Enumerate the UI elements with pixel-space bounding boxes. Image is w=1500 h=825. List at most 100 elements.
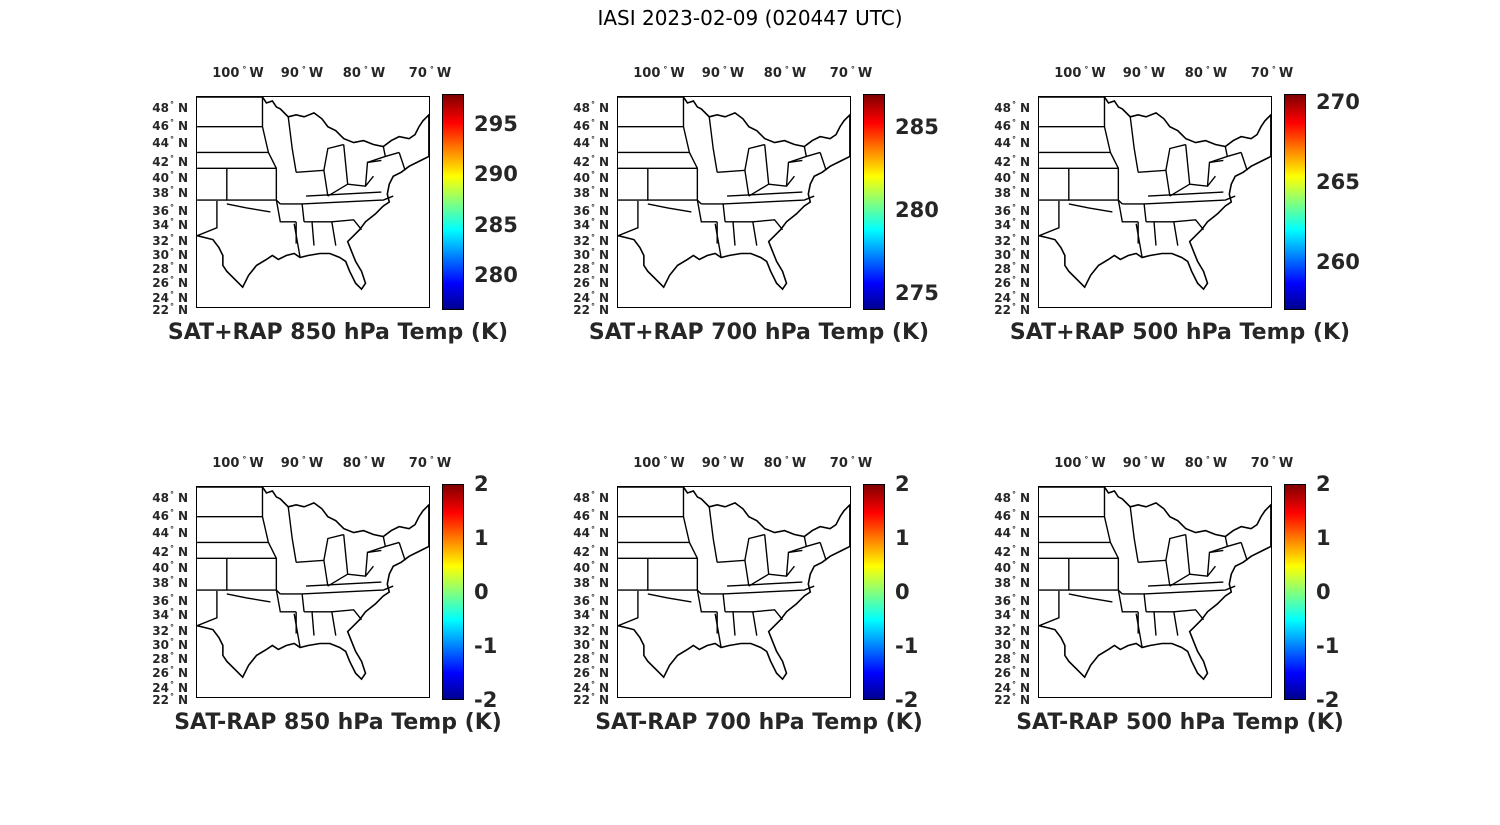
state-boundary-line [275, 199, 297, 223]
latitude-tick-label: 40° N [152, 170, 188, 185]
state-boundary-line [819, 542, 827, 561]
latitude-tick-label: 44° N [573, 525, 609, 540]
longitude-tick-label: 80 ° W [342, 455, 386, 471]
latitude-tick-label: 30° N [573, 637, 609, 652]
state-boundary-line [727, 581, 803, 587]
latitude-tick-label: 26° N [152, 665, 188, 680]
latitude-tick-label: 24° N [152, 680, 188, 695]
state-boundary-line [1148, 191, 1224, 197]
colorbar-tick-label: 280 [895, 198, 939, 223]
state-boundary-line [1189, 565, 1216, 577]
state-boundary-line [197, 591, 218, 627]
map-panel: 100 ° W 90 ° W 80 ° W 70 ° W 48° N 46° N 44° N 42° N 40° N 38°… [128, 54, 548, 345]
state-boundary-line [226, 203, 271, 213]
colorbar-tick-label: 285 [474, 212, 518, 237]
latitude-tick-label: 34° N [573, 217, 609, 232]
latitude-tick-label: 40° N [573, 560, 609, 575]
latitude-tick-label: 44° N [152, 525, 188, 540]
state-boundary-line [312, 221, 337, 246]
latitude-tick-label: 22° N [152, 692, 188, 707]
state-boundary-line [1068, 203, 1113, 213]
map-panel: 100 ° W 90 ° W 80 ° W 70 ° W 48° N 46° N 44° N 42° N 40° N 38°… [970, 444, 1390, 735]
state-boundary-line [768, 175, 795, 187]
latitude-tick-label: 46° N [573, 508, 609, 523]
latitude-tick-label: 38° N [152, 185, 188, 200]
latitude-tick-label: 38° N [994, 185, 1030, 200]
state-boundary-line [723, 585, 815, 595]
coastline-outline [1039, 97, 1271, 291]
latitude-tick-label: 24° N [573, 680, 609, 695]
figure-title: IASI 2023-02-09 (020447 UTC) [597, 6, 903, 30]
latitude-tick-label: 34° N [152, 217, 188, 232]
state-boundary-line [647, 167, 699, 201]
state-boundary-line [331, 609, 363, 621]
map-area [617, 486, 851, 698]
state-boundary-line [382, 146, 386, 157]
state-boundary-line [803, 536, 807, 547]
latitude-tick-label: 44° N [152, 135, 188, 150]
longitude-tick-label: 90 ° W [701, 65, 745, 81]
state-boundary-line [1144, 585, 1236, 595]
latitude-tick-label: 44° N [994, 135, 1030, 150]
latitude-tick-label: 42° N [152, 544, 188, 559]
colorbar-tick-label: 0 [895, 580, 910, 604]
state-boundaries [1039, 97, 1271, 291]
colorbar-tick-label: -1 [1316, 634, 1340, 658]
state-boundary-line [1154, 221, 1179, 246]
state-boundaries [197, 97, 429, 291]
state-boundary-line [752, 609, 784, 621]
latitude-tick-label: 40° N [152, 560, 188, 575]
longitude-tick-label: 100 ° W [633, 455, 685, 471]
state-boundary-line [748, 144, 770, 197]
colorbar-tick-label: 1 [474, 526, 489, 550]
state-boundary-line [803, 146, 807, 157]
latitude-tick-label: 22° N [573, 692, 609, 707]
map-area [1038, 486, 1272, 698]
colorbar-tick-label: 0 [474, 580, 489, 604]
state-boundaries [618, 487, 850, 681]
state-boundary-line [768, 565, 795, 577]
latitude-tick-label: 46° N [152, 508, 188, 523]
coastline-outline [618, 97, 850, 291]
state-boundary-line [327, 534, 349, 587]
latitude-tick-label: 48° N [994, 490, 1030, 505]
state-boundary-line [819, 152, 827, 171]
state-boundary-line [1122, 593, 1147, 612]
state-boundary-line [226, 557, 278, 591]
state-boundary-line [287, 506, 297, 563]
latitude-tick-label: 24° N [994, 680, 1030, 695]
map-panel: 100 ° W 90 ° W 80 ° W 70 ° W 48° N 46° N 44° N 42° N 40° N 38°… [128, 444, 548, 735]
state-boundary-line [1135, 223, 1143, 258]
state-boundary-line [788, 151, 821, 164]
latitude-tick-label: 48° N [152, 100, 188, 115]
longitude-tick-label: 100 ° W [633, 65, 685, 81]
latitude-tick-label: 30° N [152, 247, 188, 262]
state-boundary-line [788, 541, 821, 554]
colorbar-tick-label: 0 [1316, 580, 1331, 604]
state-boundary-line [1165, 533, 1186, 561]
longitude-tick-label: 100 ° W [1054, 455, 1106, 471]
state-boundary-line [723, 195, 815, 205]
longitude-tick-label: 70 ° W [1250, 455, 1294, 471]
state-boundary-line [1138, 169, 1171, 197]
latitude-tick-label: 36° N [994, 593, 1030, 608]
state-boundary-line [312, 611, 337, 636]
latitude-tick-label: 46° N [573, 118, 609, 133]
colorbar-tick-label: 1 [1316, 526, 1331, 550]
panel-title: SAT-RAP 500 hPa Temp (K) [1016, 710, 1344, 735]
map-panel: 100 ° W 90 ° W 80 ° W 70 ° W 48° N 46° N 44° N 42° N 40° N 38°… [970, 54, 1390, 345]
latitude-tick-label: 30° N [994, 247, 1030, 262]
latitude-tick-label: 32° N [152, 233, 188, 248]
colorbar-tick-label: 275 [895, 281, 939, 306]
latitude-tick-label: 46° N [994, 118, 1030, 133]
state-boundary-line [1117, 589, 1139, 613]
state-boundary-line [1224, 146, 1228, 157]
panel-title: SAT+RAP 500 hPa Temp (K) [1009, 320, 1351, 345]
state-boundary-line [1169, 534, 1191, 587]
latitude-tick-label: 34° N [994, 217, 1030, 232]
colorbar-tick-label: -1 [895, 634, 919, 658]
latitude-tick-label: 42° N [573, 544, 609, 559]
panel-title: SAT-RAP 850 hPa Temp (K) [174, 710, 502, 735]
state-boundary-line [1117, 199, 1139, 223]
state-boundaries [618, 97, 850, 291]
